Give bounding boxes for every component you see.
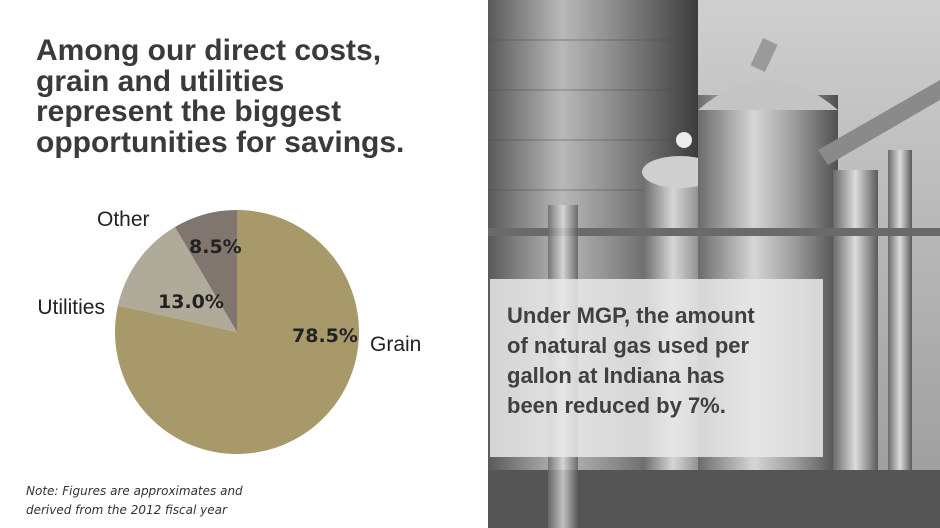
callout-line: Under MGP, the amount xyxy=(507,303,755,328)
callout-box: Under MGP, the amount of natural gas use… xyxy=(490,279,823,457)
callout-line: gallon at Indiana has xyxy=(507,362,725,388)
pie-slice-other xyxy=(174,210,237,332)
pie-chart: 78.5% Grain 13.0% Utilities 8.5% Other xyxy=(37,208,421,455)
headline-line: represent the biggest xyxy=(36,95,342,129)
slice-value-label: 78.5% xyxy=(292,325,358,347)
slice-category-label: Other xyxy=(97,208,150,231)
slice-value-label: 8.5% xyxy=(189,236,242,258)
slice-value-label: 13.0% xyxy=(158,291,224,313)
footnote-line: Note: Figures are approximates and xyxy=(26,484,243,498)
headline: Among our direct costs, grain and utilit… xyxy=(36,34,456,159)
slice-category-label: Grain xyxy=(370,333,421,356)
headline-line: opportunities for savings. xyxy=(36,125,405,159)
headline-line: Among our direct costs, xyxy=(36,34,382,67)
footnote: Note: Figures are approximates and deriv… xyxy=(26,482,286,519)
callout-text: Under MGP, the amount of natural gas use… xyxy=(507,301,817,421)
left-panel: Among our direct costs, grain and utilit… xyxy=(26,34,456,519)
pie-slice-grain xyxy=(115,210,360,455)
headline-line: grain and utilities xyxy=(36,64,285,98)
pie-slice-utilities xyxy=(117,226,237,332)
callout-line: been reduced by 7%. xyxy=(507,392,726,418)
slice-category-label: Utilities xyxy=(37,296,105,319)
callout-line: of natural gas used per xyxy=(507,332,750,358)
footnote-line: derived from the 2012 fiscal year xyxy=(26,502,227,517)
